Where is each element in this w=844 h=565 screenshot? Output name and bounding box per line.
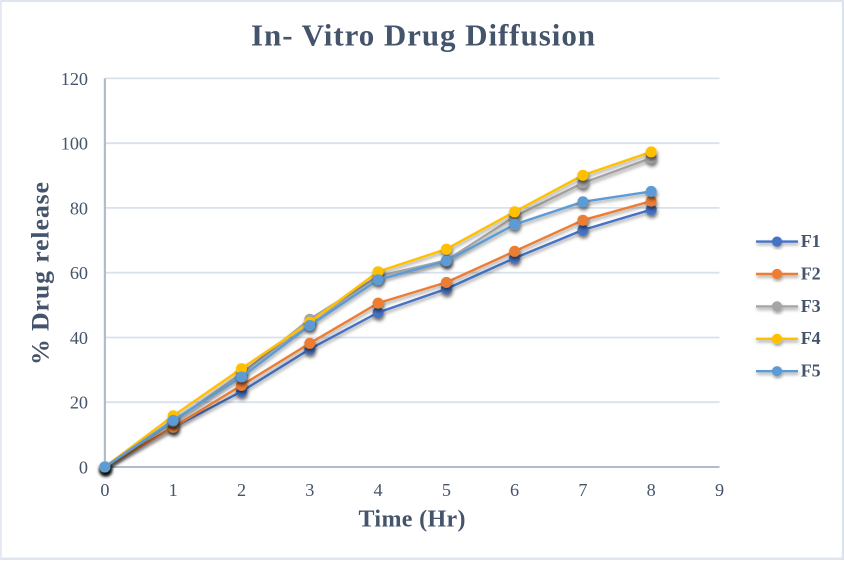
svg-text:1: 1 [169, 480, 178, 500]
svg-text:F3: F3 [801, 296, 821, 316]
svg-text:100: 100 [61, 134, 88, 154]
svg-text:0: 0 [79, 458, 88, 478]
svg-text:8: 8 [647, 480, 656, 500]
svg-text:In- Vitro Drug Diffusion: In- Vitro Drug Diffusion [251, 18, 595, 53]
svg-text:9: 9 [715, 480, 724, 500]
svg-text:0: 0 [100, 480, 109, 500]
svg-text:Time (Hr): Time (Hr) [359, 506, 466, 532]
svg-text:5: 5 [442, 480, 451, 500]
svg-text:6: 6 [510, 480, 519, 500]
svg-text:F5: F5 [801, 361, 821, 381]
svg-text:F4: F4 [801, 328, 821, 348]
svg-text:60: 60 [70, 263, 88, 283]
svg-text:2: 2 [237, 480, 246, 500]
svg-text:% Drug release: % Drug release [25, 182, 54, 365]
svg-text:20: 20 [70, 393, 88, 413]
svg-text:F2: F2 [801, 263, 821, 283]
svg-text:120: 120 [61, 69, 88, 89]
svg-text:40: 40 [70, 328, 88, 348]
svg-text:4: 4 [374, 480, 383, 500]
svg-text:7: 7 [578, 480, 587, 500]
svg-text:80: 80 [70, 198, 88, 218]
svg-text:3: 3 [305, 480, 314, 500]
svg-text:F1: F1 [801, 231, 821, 251]
